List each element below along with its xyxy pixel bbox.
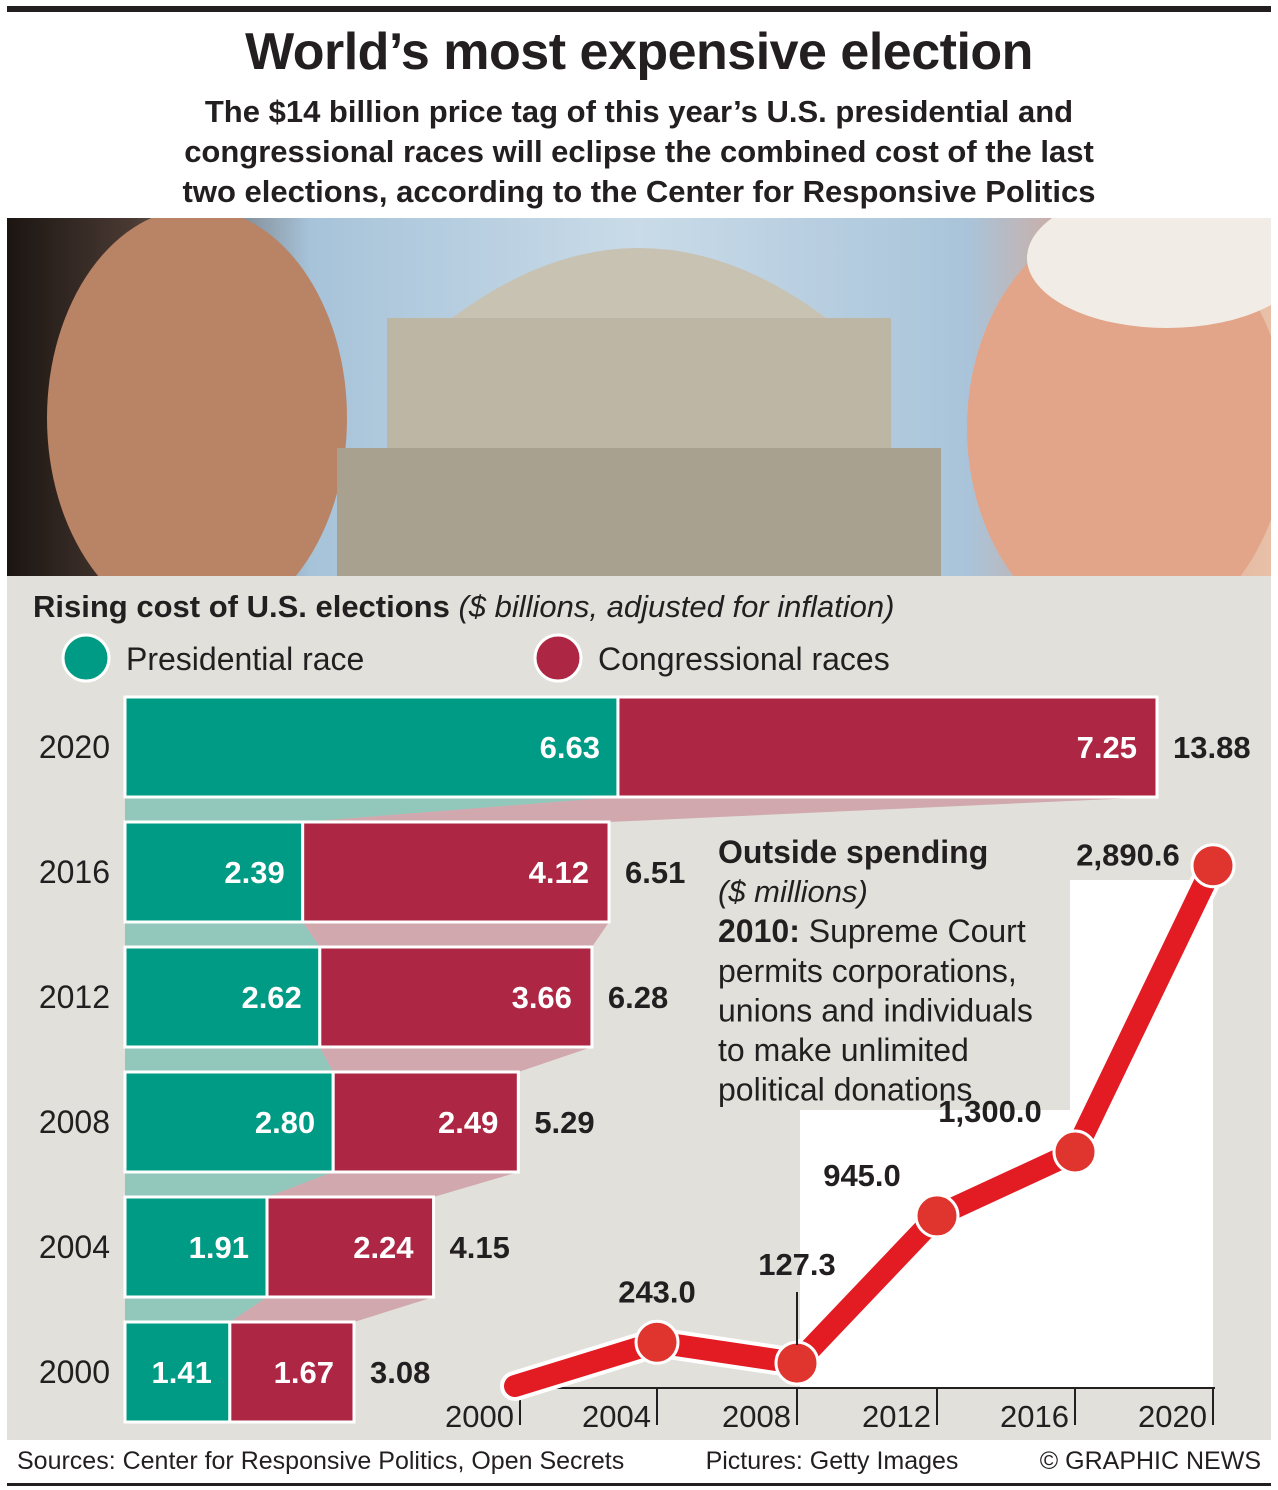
annotation-line: permits corporations, xyxy=(718,953,1017,989)
value-label-congressional: 3.66 xyxy=(512,980,572,1015)
total-label: 5.29 xyxy=(534,1105,594,1140)
value-label-congressional: 2.24 xyxy=(353,1230,414,1265)
annotation-line: political donations xyxy=(718,1072,972,1108)
data-point-label: 127.3 xyxy=(758,1247,836,1282)
value-label-congressional: 2.49 xyxy=(438,1105,498,1140)
value-label-presidential: 1.41 xyxy=(151,1355,211,1390)
candidates-capitol-photo xyxy=(7,218,1271,576)
value-label-presidential: 2.39 xyxy=(224,855,284,890)
year-label: 2000 xyxy=(39,1354,110,1390)
connector-congressional xyxy=(319,1047,592,1072)
connector-presidential xyxy=(125,922,320,947)
value-label-presidential: 6.63 xyxy=(540,730,600,765)
bar-presidential xyxy=(123,695,620,799)
photo-illustration xyxy=(47,218,1271,576)
connector-congressional xyxy=(302,797,1157,822)
year-label: 2020 xyxy=(39,729,110,765)
total-label: 3.08 xyxy=(370,1355,430,1390)
data-point-label: 243.0 xyxy=(618,1274,696,1309)
data-point xyxy=(914,1193,960,1239)
subtitle-line: congressional races will eclipse the com… xyxy=(184,134,1094,169)
bar-congressional xyxy=(228,1320,356,1424)
data-point-label: 1,300.0 xyxy=(938,1094,1041,1129)
bottom-rule xyxy=(7,1483,1271,1486)
bar-congressional xyxy=(265,1195,436,1299)
colonnade xyxy=(337,448,941,576)
data-point xyxy=(634,1319,680,1365)
year-label: 2004 xyxy=(39,1229,110,1265)
total-label: 4.15 xyxy=(450,1230,510,1265)
annotation-line: unions and individuals xyxy=(718,993,1033,1029)
connector-presidential xyxy=(125,797,618,822)
line-chart-unit: ($ millions) xyxy=(718,874,868,909)
x-tick-label: 2020 xyxy=(1138,1399,1207,1434)
total-label: 6.51 xyxy=(625,855,685,890)
data-point xyxy=(774,1340,820,1386)
data-point xyxy=(1190,843,1236,889)
connector-presidential xyxy=(125,1172,334,1197)
x-tick-label: 2008 xyxy=(722,1399,791,1434)
total-label: 13.88 xyxy=(1173,730,1251,765)
year-label: 2012 xyxy=(39,979,110,1015)
bar-congressional xyxy=(318,945,594,1049)
bar-chart-title: Rising cost of U.S. elections ($ billion… xyxy=(33,589,894,624)
sources-text: Sources: Center for Responsive Politics,… xyxy=(17,1446,625,1475)
connector-congressional xyxy=(302,922,610,947)
legend-swatch-congressional xyxy=(533,633,583,683)
top-rule xyxy=(7,6,1271,12)
dome-drum xyxy=(387,318,891,448)
year-label: 2008 xyxy=(39,1104,110,1140)
annotation-line: to make unlimited xyxy=(718,1032,969,1068)
x-tick-label: 2004 xyxy=(582,1399,651,1434)
subtitle: The $14 billion price tag of this year’s… xyxy=(0,92,1278,212)
bar-presidential xyxy=(123,1070,335,1174)
annotation-year: 2010: xyxy=(718,913,800,949)
year-label: 2016 xyxy=(39,854,110,890)
bar-presidential xyxy=(123,1195,269,1299)
data-point xyxy=(1052,1129,1098,1175)
subtitle-line: two elections, according to the Center f… xyxy=(182,174,1096,209)
value-label-presidential: 2.80 xyxy=(255,1105,315,1140)
bar-congressional xyxy=(301,820,611,924)
connector-congressional xyxy=(267,1172,519,1197)
value-label-presidential: 1.91 xyxy=(189,1230,249,1265)
legend-label-presidential: Presidential race xyxy=(126,641,364,677)
right-hair-shape xyxy=(1027,218,1271,328)
x-tick-label: 2012 xyxy=(862,1399,931,1434)
connector-congressional xyxy=(229,1297,434,1322)
left-face-shape xyxy=(47,218,347,576)
line-series-outside-spending xyxy=(504,854,1224,1397)
value-label-congressional: 1.67 xyxy=(274,1355,334,1390)
value-label-presidential: 2.62 xyxy=(241,980,301,1015)
value-label-congressional: 7.25 xyxy=(1077,730,1137,765)
bar-presidential xyxy=(123,1320,232,1424)
legend-label-congressional: Congressional races xyxy=(598,641,890,677)
subtitle-line: The $14 billion price tag of this year’s… xyxy=(204,94,1074,129)
data-point-label: 2,890.6 xyxy=(1076,838,1179,873)
footer: Sources: Center for Responsive Politics,… xyxy=(7,1440,1271,1482)
line-chart-title: Outside spending xyxy=(718,834,988,870)
dome-shape xyxy=(427,248,851,338)
connector-presidential xyxy=(125,1047,334,1072)
bar-congressional xyxy=(331,1070,520,1174)
page-title: World’s most expensive election xyxy=(245,23,1033,81)
legend-swatch-presidential xyxy=(61,633,111,683)
data-point-label: 945.0 xyxy=(823,1158,901,1193)
annotation-line: 2010: Supreme Court xyxy=(718,913,1026,949)
total-label: 6.28 xyxy=(608,980,668,1015)
bar-chart-subtitle: ($ billions, adjusted for inflation) xyxy=(458,589,894,624)
connector-presidential xyxy=(125,1297,268,1322)
chart-canvas: Rising cost of U.S. elections ($ billion… xyxy=(33,589,1251,1434)
bar-congressional xyxy=(616,695,1159,799)
bar-presidential xyxy=(123,820,305,924)
bar-presidential xyxy=(123,945,322,1049)
value-label-congressional: 4.12 xyxy=(529,855,589,890)
graphic-news-credit: © GRAPHIC NEWS xyxy=(1039,1446,1261,1475)
x-tick-label: 2000 xyxy=(445,1399,514,1434)
pictures-credit: Pictures: Getty Images xyxy=(705,1446,959,1475)
x-tick-label: 2016 xyxy=(1000,1399,1069,1434)
annotation-text: Supreme Court xyxy=(800,913,1026,949)
